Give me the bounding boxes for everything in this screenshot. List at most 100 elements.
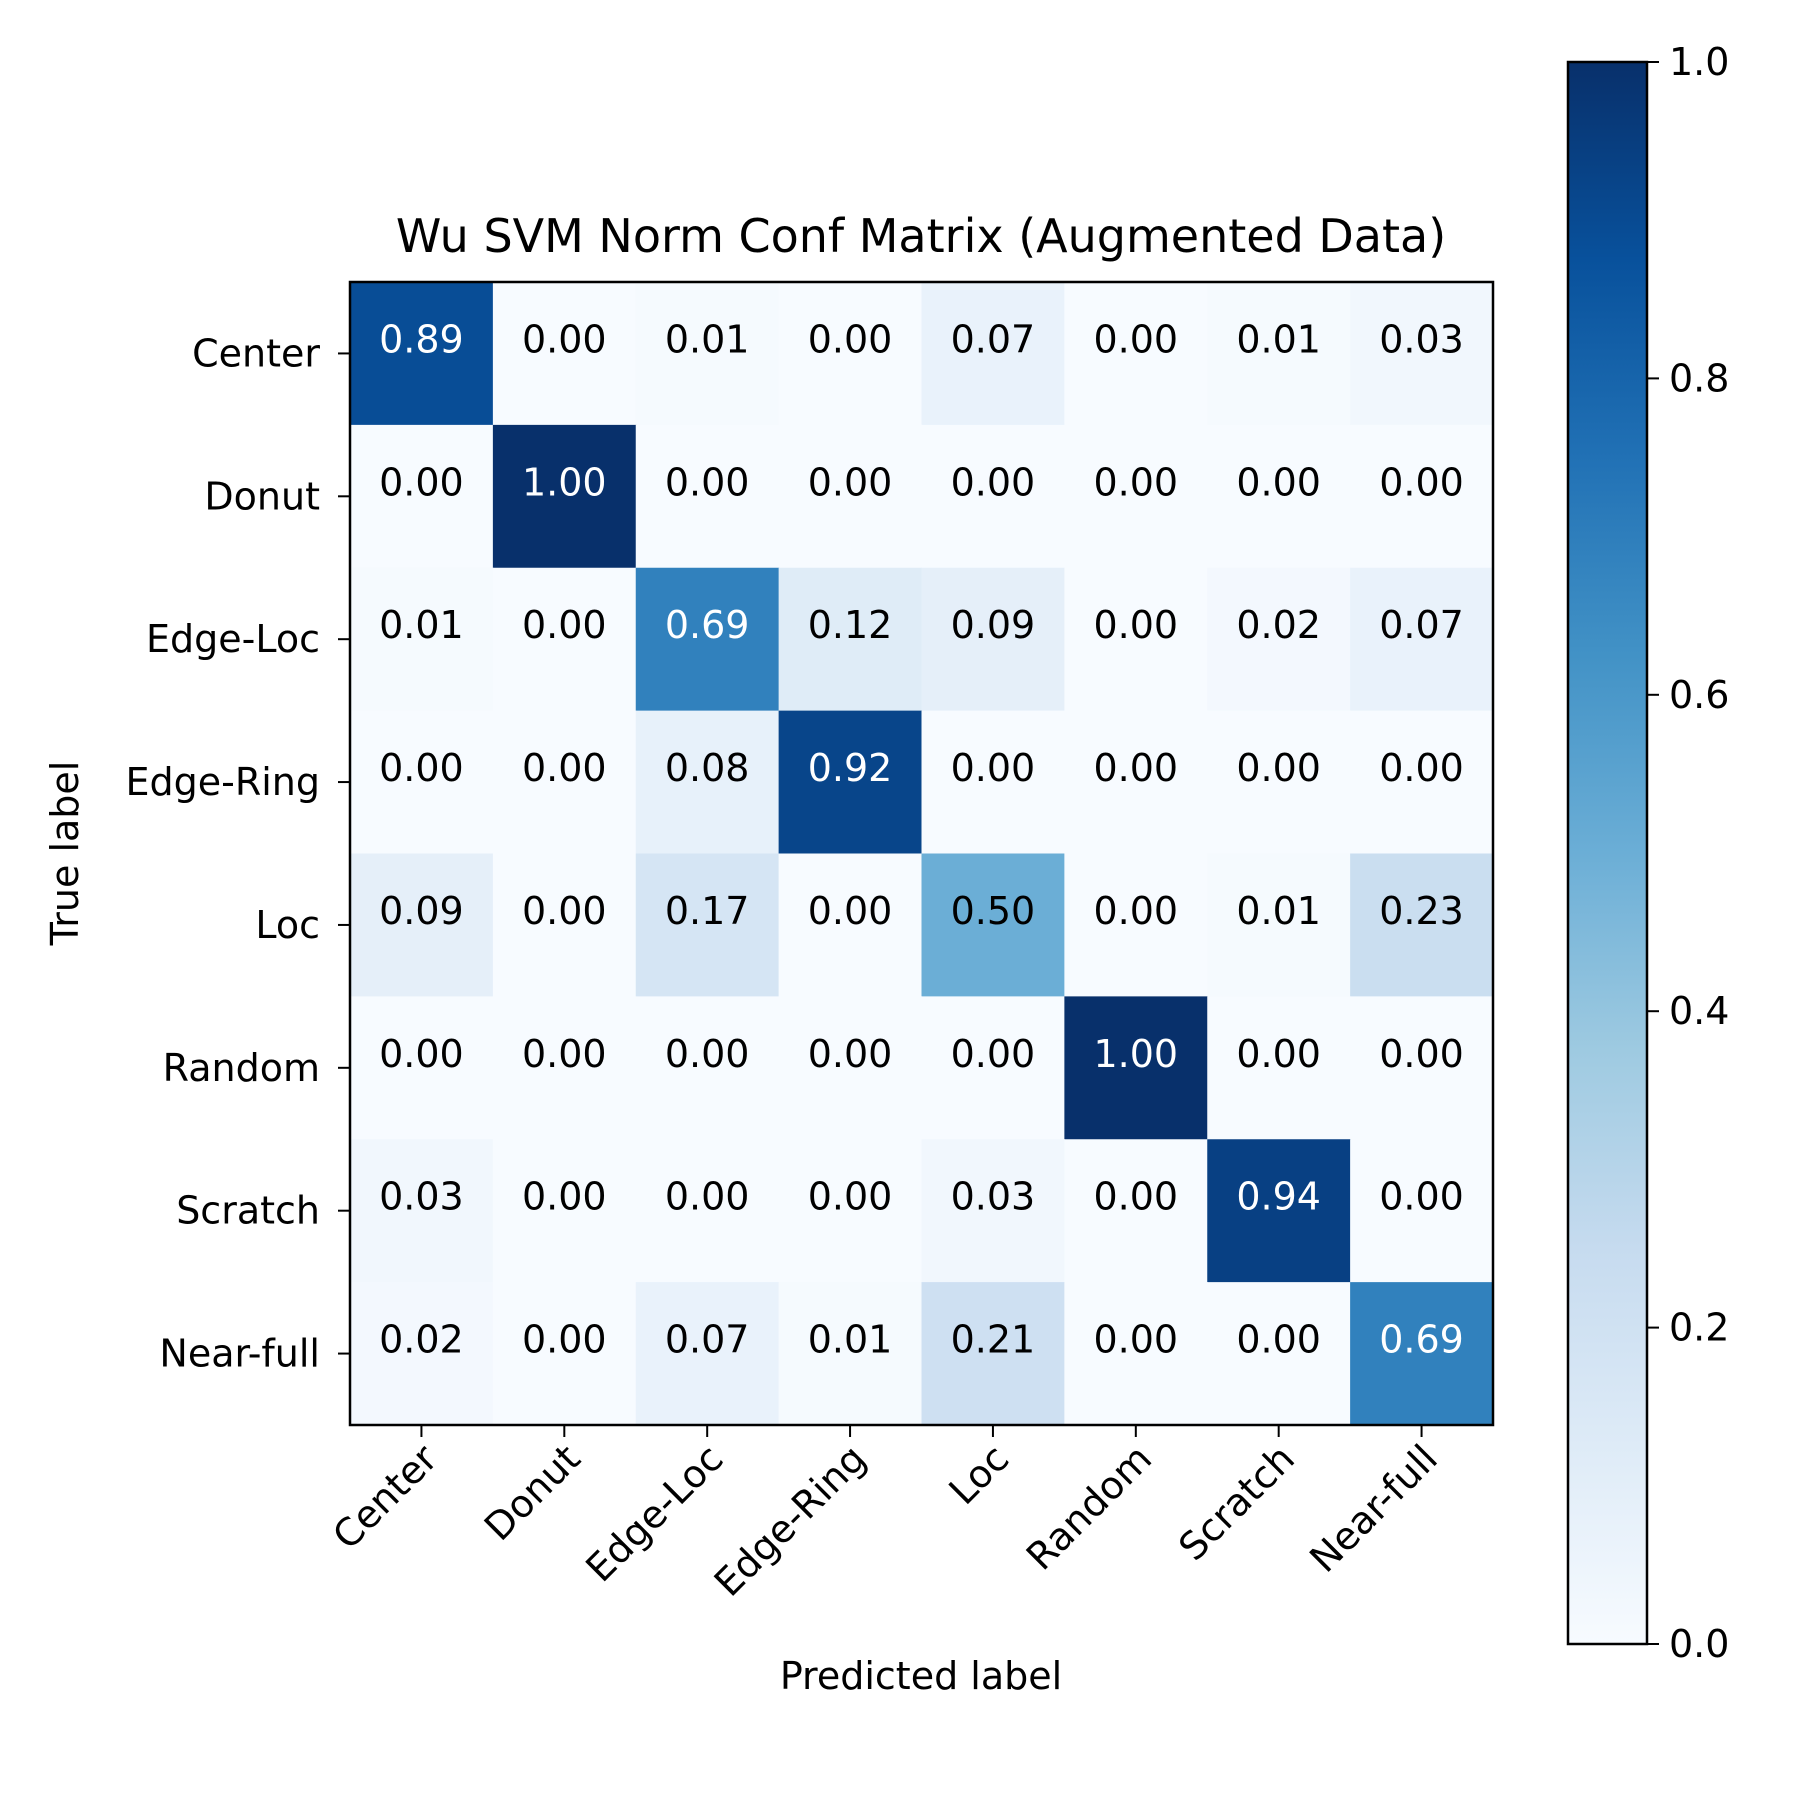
cell-value-label: 0.00 <box>522 746 607 790</box>
cell-value-label: 0.00 <box>1379 460 1464 504</box>
heatmap-cell <box>492 996 637 1140</box>
heatmap-cell <box>921 710 1065 855</box>
heatmap-cell <box>635 282 780 426</box>
heatmap-cell <box>1207 1282 1351 1426</box>
heatmap-cell <box>778 1139 923 1283</box>
heatmap-cell <box>921 282 1065 426</box>
cell-value-label: 0.00 <box>379 460 464 504</box>
cell-value-label: 0.00 <box>1094 317 1179 361</box>
heatmap-cell <box>1350 1282 1494 1426</box>
heatmap-cell <box>778 1282 923 1426</box>
heatmap-cell <box>492 853 637 997</box>
cell-value-label: 0.00 <box>665 460 750 504</box>
cell-value-label: 0.92 <box>808 746 893 790</box>
heatmap-cell <box>921 853 1065 997</box>
heatmap-cell <box>921 567 1065 712</box>
heatmap-cell <box>1350 853 1494 997</box>
heatmap-cell <box>492 282 637 426</box>
cell-value-label: 0.01 <box>379 603 464 647</box>
heatmap-cell <box>1064 996 1208 1140</box>
heatmap-cell <box>492 567 637 712</box>
heatmap-cell <box>778 567 923 712</box>
chart-title: Wu SVM Norm Conf Matrix (Augmented Data) <box>396 209 1446 263</box>
heatmap-cell <box>635 567 780 712</box>
heatmap-cell <box>350 282 494 426</box>
cell-value-label: 0.07 <box>665 1318 750 1362</box>
heatmap-cell <box>350 1282 494 1426</box>
heatmap-cell <box>635 1139 780 1283</box>
cell-value-label: 0.00 <box>1094 746 1179 790</box>
cell-value-label: 0.00 <box>808 889 893 933</box>
heatmap-cell <box>492 1282 637 1426</box>
cell-value-label: 1.00 <box>1094 1032 1179 1076</box>
heatmap-cell <box>1350 424 1494 569</box>
cell-value-label: 0.12 <box>808 603 893 647</box>
heatmap-cell <box>1350 1139 1494 1283</box>
x-tick-label: Loc <box>940 1436 1017 1513</box>
cell-value-label: 0.00 <box>951 1032 1036 1076</box>
colorbar-tick-label: 0.8 <box>1669 356 1729 400</box>
cell-value-label: 0.01 <box>1236 317 1321 361</box>
heatmap-cell <box>921 1282 1065 1426</box>
heatmap-cell <box>1207 282 1351 426</box>
heatmap-cell <box>1350 710 1494 855</box>
cell-value-label: 0.00 <box>1379 1032 1464 1076</box>
cell-value-label: 0.00 <box>951 460 1036 504</box>
cell-value-label: 0.07 <box>951 317 1036 361</box>
heatmap-cell <box>635 853 780 997</box>
cell-value-label: 0.00 <box>951 746 1036 790</box>
heatmap-cell <box>778 710 923 855</box>
cell-value-label: 0.00 <box>808 317 893 361</box>
cell-value-label: 0.21 <box>951 1318 1036 1362</box>
heatmap-cell <box>921 424 1065 569</box>
heatmap-cell <box>350 853 494 997</box>
cell-value-label: 0.00 <box>808 1032 893 1076</box>
y-tick-label: Donut <box>204 474 320 518</box>
heatmap-cells <box>350 282 1494 1426</box>
cell-value-label: 0.00 <box>379 1032 464 1076</box>
heatmap-cell <box>921 1139 1065 1283</box>
colorbar-tick-label: 0.6 <box>1669 673 1729 717</box>
cell-value-label: 0.01 <box>808 1318 893 1362</box>
x-tick-label: Donut <box>476 1436 589 1549</box>
x-tick-label: Edge-Ring <box>706 1436 875 1605</box>
cell-value-label: 0.00 <box>1094 1175 1179 1219</box>
heatmap-cell <box>1064 710 1208 855</box>
cell-value-label: 0.02 <box>379 1318 464 1362</box>
heatmap-cell <box>1207 853 1351 997</box>
heatmap-cell <box>778 282 923 426</box>
cell-value-label: 0.23 <box>1379 889 1464 933</box>
cell-value-label: 0.07 <box>1379 603 1464 647</box>
cell-value-label: 0.00 <box>1094 889 1179 933</box>
heatmap-cell <box>1350 282 1494 426</box>
cell-value-label: 0.00 <box>522 1175 607 1219</box>
heatmap-cell <box>350 1139 494 1283</box>
colorbar-ticks: 0.0 0.2 0.4 0.6 0.8 1.0 <box>1647 40 1729 1666</box>
cell-value-label: 0.89 <box>379 317 464 361</box>
cell-value-label: 0.69 <box>1379 1318 1464 1362</box>
cell-value-label: 0.00 <box>1094 460 1179 504</box>
cell-value-label: 0.01 <box>1236 889 1321 933</box>
heatmap-cell <box>921 996 1065 1140</box>
cell-value-label: 0.09 <box>951 603 1036 647</box>
heatmap-cell <box>1207 424 1351 569</box>
x-tick-label: Edge-Loc <box>577 1436 731 1590</box>
cell-value-label: 0.03 <box>951 1175 1036 1219</box>
heatmap-cell <box>635 710 780 855</box>
cell-value-label: 0.94 <box>1236 1175 1321 1219</box>
heatmap-cell <box>1207 1139 1351 1283</box>
cell-value-label: 0.00 <box>522 1032 607 1076</box>
heatmap-cell <box>350 996 494 1140</box>
cell-value-label: 0.00 <box>522 1318 607 1362</box>
cell-value-label: 0.00 <box>808 1175 893 1219</box>
y-tick-label: Near-full <box>159 1332 320 1376</box>
cell-value-label: 0.02 <box>1236 603 1321 647</box>
x-tick-label: Scratch <box>1170 1436 1303 1569</box>
cell-value-label: 0.01 <box>665 317 750 361</box>
heatmap-cell <box>1350 996 1494 1140</box>
cell-value-label: 0.00 <box>522 603 607 647</box>
y-tick-label: Loc <box>255 903 320 947</box>
y-tick-label: Edge-Ring <box>125 760 320 804</box>
